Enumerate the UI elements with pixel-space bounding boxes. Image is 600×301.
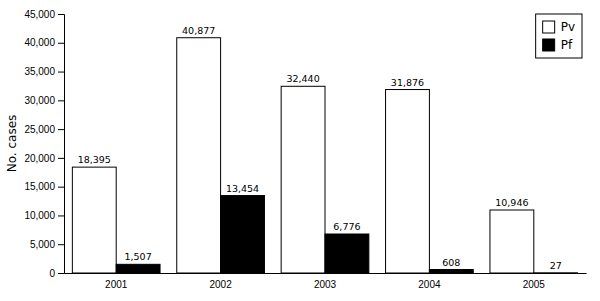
y-tick-label: 30,000 — [24, 95, 55, 106]
y-axis: 0 5,000 10,000 15,000 20,000 25,000 30,000 35,0… — [24, 9, 64, 279]
data-label: 608 — [442, 257, 460, 268]
x-axis-line — [65, 273, 587, 274]
y-tick-label: 20,000 — [24, 153, 55, 164]
legend-item: Pf — [543, 38, 573, 52]
data-label: 10,946 — [495, 197, 528, 208]
data-label: 27 — [550, 260, 562, 271]
x-tick: 2002 — [209, 279, 232, 290]
chart: 0 5,000 10,000 15,000 20,000 25,000 30,000 35,0… — [0, 0, 600, 301]
y-tick-line — [58, 14, 64, 15]
bars — [72, 38, 577, 273]
y-tick-line — [58, 43, 64, 44]
x-tick: 2005 — [523, 279, 546, 290]
x-tick-label: 2003 — [314, 279, 337, 290]
y-tick-line — [58, 187, 64, 188]
y-tick-line — [58, 273, 64, 274]
y-tick-label: 5,000 — [30, 239, 55, 250]
x-tick: 2003 — [314, 279, 337, 290]
legend-box — [536, 14, 582, 58]
y-tick: 20,000 — [24, 153, 64, 164]
y-tick-line — [58, 215, 64, 216]
y-tick: 45,000 — [24, 9, 64, 20]
bar — [325, 234, 369, 273]
x-tick-label: 2005 — [523, 279, 546, 290]
y-tick: 30,000 — [24, 95, 64, 106]
data-label: 31,876 — [391, 77, 424, 88]
legend-label: Pf — [561, 38, 573, 52]
plot: 0 5,000 10,000 15,000 20,000 25,000 30,000 35,0… — [24, 9, 586, 290]
y-tick: 25,000 — [24, 124, 64, 135]
legend-label: Pv — [561, 20, 575, 34]
data-label: 32,440 — [286, 73, 319, 84]
y-axis-title: No. cases — [5, 115, 19, 173]
y-tick-label: 45,000 — [24, 9, 55, 20]
x-tick: 2001 — [105, 279, 128, 290]
y-tick: 35,000 — [24, 66, 64, 77]
y-tick-line — [58, 72, 64, 73]
y-tick: 10,000 — [24, 210, 64, 221]
y-tick: 0 — [49, 268, 64, 279]
legend-swatch — [543, 39, 555, 51]
bar — [534, 272, 578, 273]
bar — [221, 196, 265, 273]
y-tick-label: 0 — [49, 268, 55, 279]
bar — [72, 167, 116, 273]
data-label: 40,877 — [182, 25, 215, 36]
y-tick: 40,000 — [24, 37, 64, 48]
y-tick-label: 40,000 — [24, 37, 55, 48]
legend-swatch — [543, 21, 555, 33]
y-tick-label: 35,000 — [24, 66, 55, 77]
legend-item: Pv — [543, 20, 575, 34]
data-label: 18,395 — [78, 154, 111, 165]
y-tick-line — [58, 158, 64, 159]
x-axis: 2001 2002 2003 2004 2005 — [65, 274, 587, 291]
data-labels: 18,395 40,877 32,440 31,876 10,946 1,507 13,45… — [78, 25, 562, 271]
legend: Pv Pf — [536, 14, 582, 58]
bar — [116, 264, 160, 273]
x-tick-label: 2002 — [209, 279, 232, 290]
y-tick-line — [58, 129, 64, 130]
bar — [490, 210, 534, 273]
bar — [429, 270, 473, 273]
bar — [386, 90, 430, 273]
y-axis-line — [58, 15, 65, 274]
y-tick-label: 10,000 — [24, 210, 55, 221]
y-tick-label: 15,000 — [24, 181, 55, 192]
x-tick-label: 2001 — [105, 279, 128, 290]
y-tick-line — [58, 100, 64, 101]
bar — [177, 38, 221, 273]
y-tick: 15,000 — [24, 181, 64, 192]
y-tick-label: 25,000 — [24, 124, 55, 135]
x-tick: 2004 — [418, 279, 441, 290]
bar — [281, 86, 325, 273]
y-tick: 5,000 — [30, 239, 64, 250]
data-label: 6,776 — [333, 221, 360, 232]
data-label: 1,507 — [125, 251, 152, 262]
x-tick-label: 2004 — [418, 279, 441, 290]
y-tick-line — [58, 244, 64, 245]
data-label: 13,454 — [226, 183, 259, 194]
